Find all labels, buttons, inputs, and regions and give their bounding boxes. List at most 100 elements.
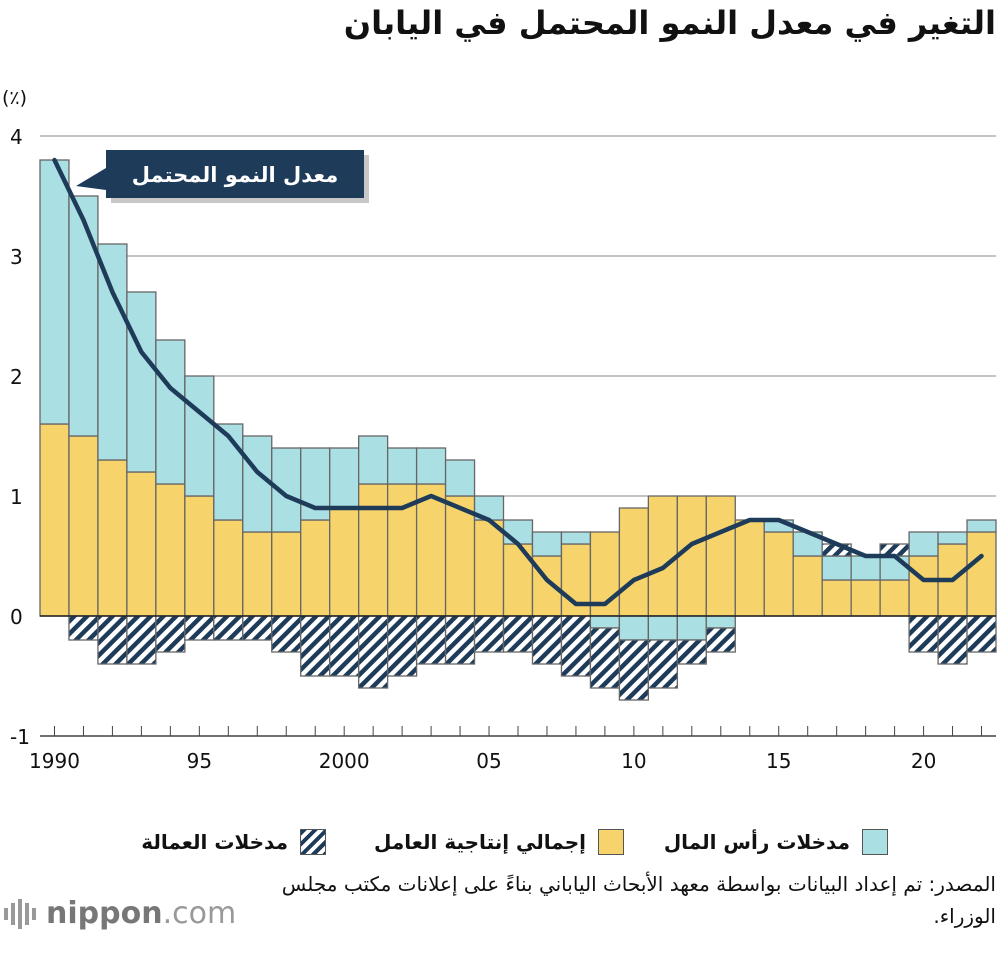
x-tick-label: 15 — [766, 749, 791, 773]
x-tick-label: 05 — [476, 749, 501, 773]
bar-capital-2018 — [850, 579, 881, 617]
bar-labor-2013 — [705, 615, 736, 629]
bar-capital-1990 — [39, 423, 70, 617]
bar-capital-2010 — [618, 507, 650, 617]
bar-capital-1995 — [184, 495, 215, 617]
line-callout-label: معدل النمو المحتمل — [132, 163, 338, 187]
bar-labor-2006 — [502, 519, 534, 545]
legend-swatch-capital — [862, 829, 888, 855]
bar-capital-2012 — [676, 495, 707, 617]
bar-labor-2000 — [329, 447, 360, 509]
brand-tld: com — [172, 896, 237, 931]
bar-labor-2012 — [676, 615, 707, 641]
bar-capital-2000 — [329, 507, 360, 617]
bar-tfp-2000 — [329, 615, 360, 677]
bar-capital-2013 — [705, 495, 736, 617]
y-tick-label: 0 — [10, 605, 23, 629]
bar-labor-2002 — [386, 447, 418, 485]
bar-tfp-1991 — [68, 615, 99, 641]
bar-capital-1993 — [126, 471, 157, 617]
source-note: المصدر: تم إعداد البيانات بواسطة معهد ال… — [281, 872, 996, 928]
legend-item-labor: مدخلات العمالة — [141, 822, 326, 862]
bar-tfp-2004 — [444, 615, 476, 665]
bar-capital-1994 — [155, 483, 186, 617]
bar-tfp-2022 — [966, 615, 997, 653]
brand-name: nippon — [46, 896, 163, 931]
bar-capital-2005 — [473, 519, 505, 617]
legend-item-capital: مدخلات رأس المال — [664, 822, 888, 862]
bar-tfp-2010 — [618, 639, 650, 701]
legend-label-labor: مدخلات العمالة — [141, 830, 288, 854]
legend: مدخلات رأس المال إجمالي إنتاجية العامل م… — [0, 822, 1000, 866]
bar-labor-1991 — [68, 195, 99, 437]
y-tick-label: -1 — [10, 725, 30, 749]
y-tick-label: 2 — [10, 365, 23, 389]
bar-labor-1997 — [242, 435, 273, 533]
bar-labor-2022 — [966, 519, 997, 533]
bar-tfp-2002 — [386, 615, 418, 677]
bar-tfp-2005 — [473, 615, 505, 653]
bar-tfp-1999 — [300, 615, 331, 677]
bar-capital-2019 — [879, 579, 910, 617]
x-tick-label: 10 — [621, 749, 646, 773]
bar-capital-2001 — [358, 483, 389, 617]
bar-tfp-1998 — [271, 615, 302, 653]
bar-labor-1994 — [155, 339, 186, 485]
brand-dot: . — [162, 896, 173, 931]
bar-tfp-2003 — [415, 615, 447, 665]
y-unit-label: (٪) — [2, 87, 27, 109]
bar-capital-2011 — [647, 495, 678, 617]
bar-capital-1991 — [68, 435, 99, 617]
legend-swatch-tfp — [598, 829, 624, 855]
legend-item-tfp: إجمالي إنتاجية العامل — [374, 822, 624, 862]
bar-labor-2017 — [821, 555, 852, 581]
bar-tfp-2008 — [560, 615, 592, 677]
bar-labor-2010 — [618, 615, 650, 641]
bar-labor-1995 — [184, 375, 215, 497]
bar-tfp-2013 — [705, 627, 736, 653]
bar-tfp-2006 — [502, 615, 534, 653]
y-tick-label: 3 — [10, 245, 23, 269]
bar-labor-1993 — [126, 291, 157, 473]
bar-labor-1990 — [39, 159, 70, 425]
bar-tfp-1994 — [155, 615, 186, 653]
bar-capital-2022 — [966, 531, 997, 617]
bar-capital-2016 — [792, 555, 823, 617]
bar-labor-1992 — [97, 243, 128, 461]
bar-labor-2018 — [850, 555, 881, 581]
bar-tfp-2007 — [531, 615, 563, 665]
bar-tfp-2020 — [908, 615, 939, 653]
bar-labor-2020 — [908, 531, 939, 557]
bar-labor-2011 — [647, 615, 678, 641]
bar-capital-2020 — [908, 555, 939, 617]
brand-mark-icon — [4, 898, 36, 929]
bar-labor-2019 — [879, 555, 910, 581]
bar-tfp-2012 — [676, 639, 707, 665]
x-tick-label: 1990 — [29, 749, 80, 773]
bar-tfp-1997 — [242, 615, 273, 641]
bar-capital-1999 — [300, 519, 331, 617]
legend-label-tfp: إجمالي إنتاجية العامل — [373, 830, 586, 854]
bar-labor-2008 — [560, 531, 592, 545]
x-tick-label: 2000 — [319, 749, 370, 773]
bar-tfp-2001 — [358, 615, 389, 689]
bar-capital-2017 — [821, 579, 852, 617]
bar-capital-2014 — [734, 519, 765, 617]
potential-growth-chart: -1 0 1 2 3 4 (٪) 1990 95 2000 05 10 15 20 معدل النمو… — [2, 87, 997, 773]
bar-tfp-1993 — [126, 615, 157, 665]
bar-capital-1992 — [97, 459, 128, 617]
bar-capital-2015 — [763, 531, 794, 617]
bar-labor-2021 — [937, 531, 968, 545]
x-tick-label: 20 — [911, 749, 936, 773]
bar-tfp-1992 — [97, 615, 128, 665]
brand-logo: nippon. com — [4, 896, 236, 931]
bar-labor-2007 — [531, 531, 563, 557]
bar-capital-2003 — [415, 483, 447, 617]
y-tick-label: 4 — [10, 125, 23, 149]
bar-labor-2009 — [589, 615, 621, 629]
y-tick-label: 1 — [10, 485, 23, 509]
page-title: التغير في معدل النمو المحتمل في اليابان — [343, 4, 996, 42]
legend-swatch-labor — [300, 829, 326, 855]
legend-label-capital: مدخلات رأس المال — [663, 830, 850, 854]
potential-growth-line — [52, 157, 984, 607]
